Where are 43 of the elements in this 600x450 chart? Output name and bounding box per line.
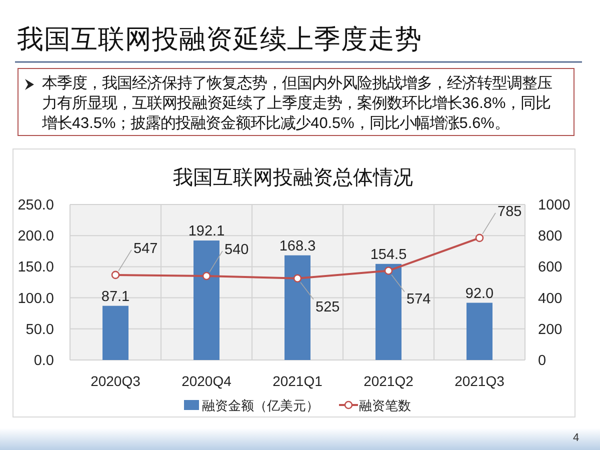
data-label: 540 bbox=[224, 242, 249, 258]
data-label: 154.5 bbox=[370, 246, 407, 263]
y-tick-label: 100.0 bbox=[18, 290, 54, 307]
y-tick-label: 150.0 bbox=[18, 260, 54, 276]
y-tick-label: 250.0 bbox=[18, 198, 54, 214]
point bbox=[111, 270, 120, 280]
bar bbox=[102, 306, 128, 360]
bar bbox=[466, 302, 492, 360]
legend-label: 融资笔数 bbox=[359, 398, 411, 413]
y-tick-label: 200.0 bbox=[18, 228, 54, 245]
y-tick-label: 50.0 bbox=[26, 322, 54, 338]
x-tick-label: 2020Q4 bbox=[182, 373, 232, 389]
legend-label: 融资金额（亿美元） bbox=[202, 398, 319, 413]
data-label: 574 bbox=[406, 292, 431, 308]
data-label: 168.3 bbox=[279, 238, 316, 254]
data-label: 192.1 bbox=[188, 224, 225, 240]
x-tick-label: 2021Q1 bbox=[272, 373, 323, 389]
point bbox=[475, 234, 484, 242]
text: 本季度，我国经济保持了恢复态势，但国内外风险挑战增多，经济转型调整压力有所显现，互联网投融资延续了上季度走势，案例数环比增长36.8%，同比增长43.5%；披露的投融资金额环比减少40.5%，同比小幅增涨5.6%。 bbox=[42, 74, 553, 134]
bar bbox=[194, 240, 220, 360]
chart-subtitle: 我国互联网投融资总体情况 bbox=[173, 167, 413, 189]
point bbox=[202, 272, 211, 280]
data-label: 92.0 bbox=[465, 286, 494, 302]
y2-tick-label: 0 bbox=[538, 353, 546, 369]
data-label: 525 bbox=[316, 299, 340, 316]
point bbox=[384, 266, 393, 275]
y2-tick-label: 800 bbox=[538, 228, 562, 245]
text: 4 bbox=[572, 432, 580, 444]
data-label: 785 bbox=[498, 204, 522, 220]
bar bbox=[376, 264, 402, 360]
y2-tick-label: 400 bbox=[538, 290, 562, 307]
chart-title: 我国互联网投融资延续上季度走势 bbox=[17, 24, 422, 54]
y2-tick-label: 200 bbox=[538, 322, 562, 338]
data-label: 87.1 bbox=[101, 288, 130, 305]
point bbox=[293, 274, 302, 283]
data-label: 547 bbox=[134, 240, 158, 257]
y2-tick-label: 1000 bbox=[538, 198, 570, 214]
y-tick-label: 0.0 bbox=[34, 353, 54, 369]
bar bbox=[284, 255, 310, 360]
x-tick-label: 2021Q3 bbox=[454, 373, 505, 389]
x-tick-label: 2020Q3 bbox=[90, 373, 141, 389]
y2-tick-label: 600 bbox=[538, 260, 562, 276]
x-tick-label: 2021Q2 bbox=[364, 373, 414, 389]
